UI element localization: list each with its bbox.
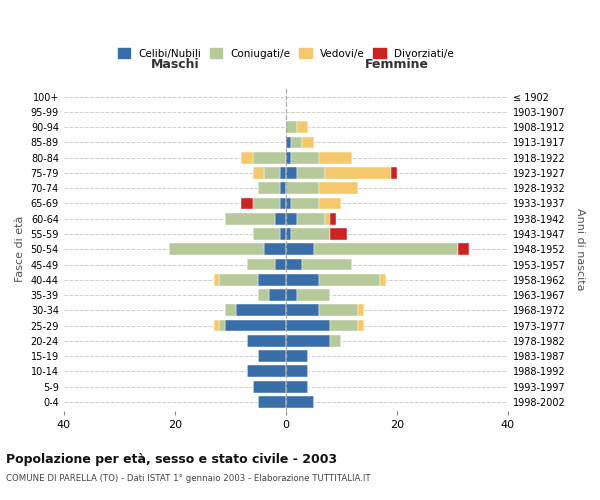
Bar: [286, 320, 330, 332]
Bar: [330, 320, 358, 332]
Bar: [297, 213, 325, 224]
Bar: [275, 258, 286, 270]
Bar: [286, 244, 314, 255]
Bar: [358, 304, 364, 316]
Bar: [258, 396, 286, 408]
Bar: [263, 244, 286, 255]
Bar: [241, 152, 253, 164]
Bar: [236, 304, 286, 316]
Bar: [286, 198, 292, 209]
Bar: [253, 380, 286, 392]
Bar: [319, 274, 380, 285]
Bar: [286, 304, 319, 316]
Bar: [253, 167, 263, 179]
Bar: [258, 350, 286, 362]
Bar: [225, 213, 275, 224]
Bar: [214, 274, 219, 285]
Bar: [253, 152, 286, 164]
Y-axis label: Anni di nascita: Anni di nascita: [575, 208, 585, 290]
Bar: [275, 213, 286, 224]
Bar: [325, 213, 330, 224]
Bar: [258, 274, 286, 285]
Bar: [286, 167, 297, 179]
Legend: Celibi/Nubili, Coniugati/e, Vedovi/e, Divorziati/e: Celibi/Nubili, Coniugati/e, Vedovi/e, Di…: [114, 44, 458, 63]
Bar: [247, 335, 286, 346]
Bar: [319, 198, 341, 209]
Bar: [292, 136, 302, 148]
Bar: [247, 366, 286, 378]
Text: Maschi: Maschi: [151, 58, 199, 71]
Bar: [330, 213, 336, 224]
Bar: [292, 228, 330, 240]
Bar: [253, 228, 280, 240]
Bar: [225, 304, 236, 316]
Bar: [219, 320, 225, 332]
Bar: [380, 274, 386, 285]
Bar: [319, 152, 352, 164]
Bar: [286, 366, 308, 378]
Bar: [325, 167, 391, 179]
Bar: [297, 167, 325, 179]
Bar: [263, 167, 280, 179]
Bar: [280, 182, 286, 194]
Y-axis label: Fasce di età: Fasce di età: [15, 216, 25, 282]
Text: Femmine: Femmine: [365, 58, 429, 71]
Bar: [286, 380, 308, 392]
Bar: [286, 122, 297, 133]
Bar: [269, 289, 286, 301]
Bar: [330, 228, 347, 240]
Bar: [169, 244, 263, 255]
Bar: [319, 182, 358, 194]
Bar: [258, 182, 280, 194]
Bar: [330, 335, 341, 346]
Bar: [286, 152, 292, 164]
Bar: [253, 198, 280, 209]
Bar: [292, 198, 319, 209]
Bar: [286, 289, 297, 301]
Text: COMUNE DI PARELLA (TO) - Dati ISTAT 1° gennaio 2003 - Elaborazione TUTTITALIA.IT: COMUNE DI PARELLA (TO) - Dati ISTAT 1° g…: [6, 474, 371, 483]
Bar: [280, 228, 286, 240]
Bar: [286, 396, 314, 408]
Bar: [297, 122, 308, 133]
Bar: [286, 335, 330, 346]
Bar: [219, 274, 258, 285]
Bar: [286, 213, 297, 224]
Bar: [247, 258, 275, 270]
Bar: [225, 320, 286, 332]
Bar: [292, 152, 319, 164]
Bar: [458, 244, 469, 255]
Bar: [280, 198, 286, 209]
Bar: [286, 228, 292, 240]
Bar: [297, 289, 330, 301]
Bar: [391, 167, 397, 179]
Bar: [314, 244, 458, 255]
Bar: [286, 350, 308, 362]
Bar: [241, 198, 253, 209]
Bar: [302, 136, 314, 148]
Bar: [258, 289, 269, 301]
Bar: [286, 136, 292, 148]
Text: Popolazione per età, sesso e stato civile - 2003: Popolazione per età, sesso e stato civil…: [6, 452, 337, 466]
Bar: [302, 258, 352, 270]
Bar: [214, 320, 219, 332]
Bar: [358, 320, 364, 332]
Bar: [286, 274, 319, 285]
Bar: [280, 167, 286, 179]
Bar: [319, 304, 358, 316]
Bar: [286, 182, 319, 194]
Bar: [286, 258, 302, 270]
